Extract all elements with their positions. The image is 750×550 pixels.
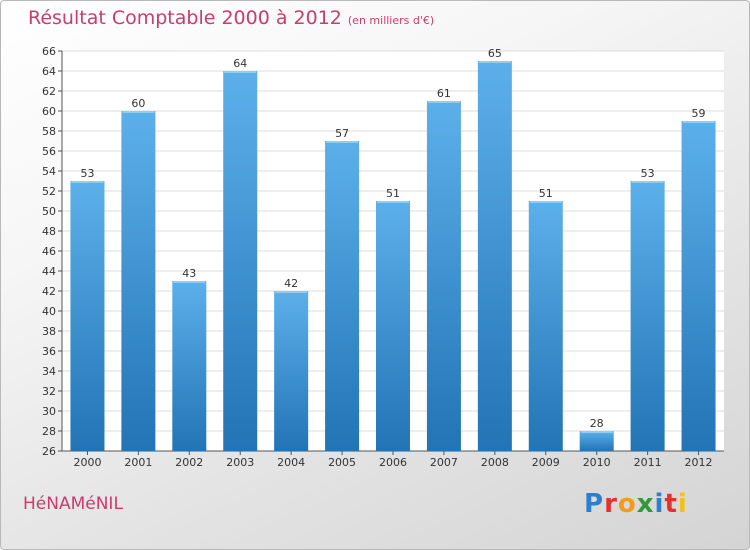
y-tick-label: 40 [42, 305, 56, 318]
y-tick-label: 64 [42, 65, 56, 78]
logo-letter: P [584, 489, 605, 519]
x-tick-label: 2005 [328, 456, 356, 469]
bar [681, 121, 716, 451]
x-tick-label: 2003 [226, 456, 254, 469]
value-label: 53 [641, 167, 655, 180]
x-tick-label: 2006 [379, 456, 407, 469]
logo-letter: r [604, 489, 618, 519]
bar-top-highlight [224, 71, 257, 73]
bar [477, 61, 512, 451]
y-tick-label: 60 [42, 105, 56, 118]
y-tick-label: 30 [42, 405, 56, 418]
y-tick-label: 66 [42, 45, 56, 58]
bar-top-highlight [478, 61, 511, 63]
x-tick-label: 2011 [634, 456, 662, 469]
y-tick-label: 38 [42, 325, 56, 338]
bar-top-highlight [377, 201, 409, 203]
bar [121, 111, 156, 451]
value-label: 64 [233, 57, 247, 70]
value-label: 60 [131, 97, 145, 110]
bar [325, 141, 360, 451]
y-tick-label: 26 [42, 445, 56, 458]
title-text: Résultat Comptable 2000 à 2012 [28, 7, 342, 29]
bar [172, 281, 207, 451]
y-tick-label: 32 [42, 385, 56, 398]
y-tick-label: 56 [42, 145, 56, 158]
x-tick-label: 2004 [277, 456, 305, 469]
x-tick-label: 2010 [583, 456, 611, 469]
x-tick-label: 2012 [685, 456, 713, 469]
value-label: 53 [80, 167, 94, 180]
bar [376, 201, 410, 451]
bar-top-highlight [275, 291, 308, 293]
value-label: 57 [335, 127, 349, 140]
x-tick-label: 2000 [73, 456, 101, 469]
bar-top-highlight [326, 141, 359, 143]
y-tick-label: 52 [42, 185, 56, 198]
y-tick-label: 48 [42, 225, 56, 238]
y-tick-label: 28 [42, 425, 56, 438]
logo-letter: i [654, 489, 665, 519]
bar-top-highlight [631, 181, 664, 183]
bar [579, 431, 614, 451]
bar [528, 201, 563, 451]
logo-letter: i [677, 489, 688, 519]
bar-top-highlight [529, 201, 562, 203]
x-tick-label: 2008 [481, 456, 509, 469]
bar [630, 181, 665, 451]
value-label: 61 [437, 87, 451, 100]
y-tick-label: 34 [42, 365, 56, 378]
y-tick-label: 50 [42, 205, 56, 218]
x-tick-label: 2009 [532, 456, 560, 469]
value-label: 28 [590, 417, 604, 430]
value-label: 59 [692, 107, 706, 120]
x-tick-label: 2007 [430, 456, 458, 469]
subtitle-text: (en milliers d'€) [347, 14, 435, 27]
bar [223, 71, 258, 451]
value-label: 43 [182, 267, 196, 280]
bar-top-highlight [122, 111, 155, 113]
bar [70, 181, 105, 451]
logo-letter: t [664, 489, 678, 519]
y-tick-label: 44 [42, 265, 56, 278]
bar [426, 101, 461, 451]
bar-top-highlight [173, 281, 206, 283]
value-label: 42 [284, 277, 298, 290]
y-tick-label: 36 [42, 345, 56, 358]
bar-top-highlight [427, 101, 460, 103]
y-tick-label: 62 [42, 85, 56, 98]
bar-top-highlight [71, 181, 104, 183]
value-label: 51 [386, 187, 400, 200]
y-tick-label: 58 [42, 125, 56, 138]
commune-name: HéNAMéNIL [23, 494, 123, 514]
y-tick-label: 54 [42, 165, 56, 178]
chart-title: Résultat Comptable 2000 à 2012 (en millie… [28, 7, 434, 29]
logo-letter: o [617, 489, 637, 519]
y-tick-label: 46 [42, 245, 56, 258]
y-tick-label: 42 [42, 285, 56, 298]
bar-top-highlight [682, 121, 715, 123]
value-label: 51 [539, 187, 553, 200]
value-label: 65 [488, 47, 502, 60]
proxiti-logo: Proxiti [584, 489, 688, 519]
x-tick-label: 2001 [124, 456, 152, 469]
x-tick-label: 2002 [175, 456, 203, 469]
bar [274, 291, 309, 451]
bar-top-highlight [580, 431, 613, 433]
logo-letter: x [636, 489, 655, 519]
